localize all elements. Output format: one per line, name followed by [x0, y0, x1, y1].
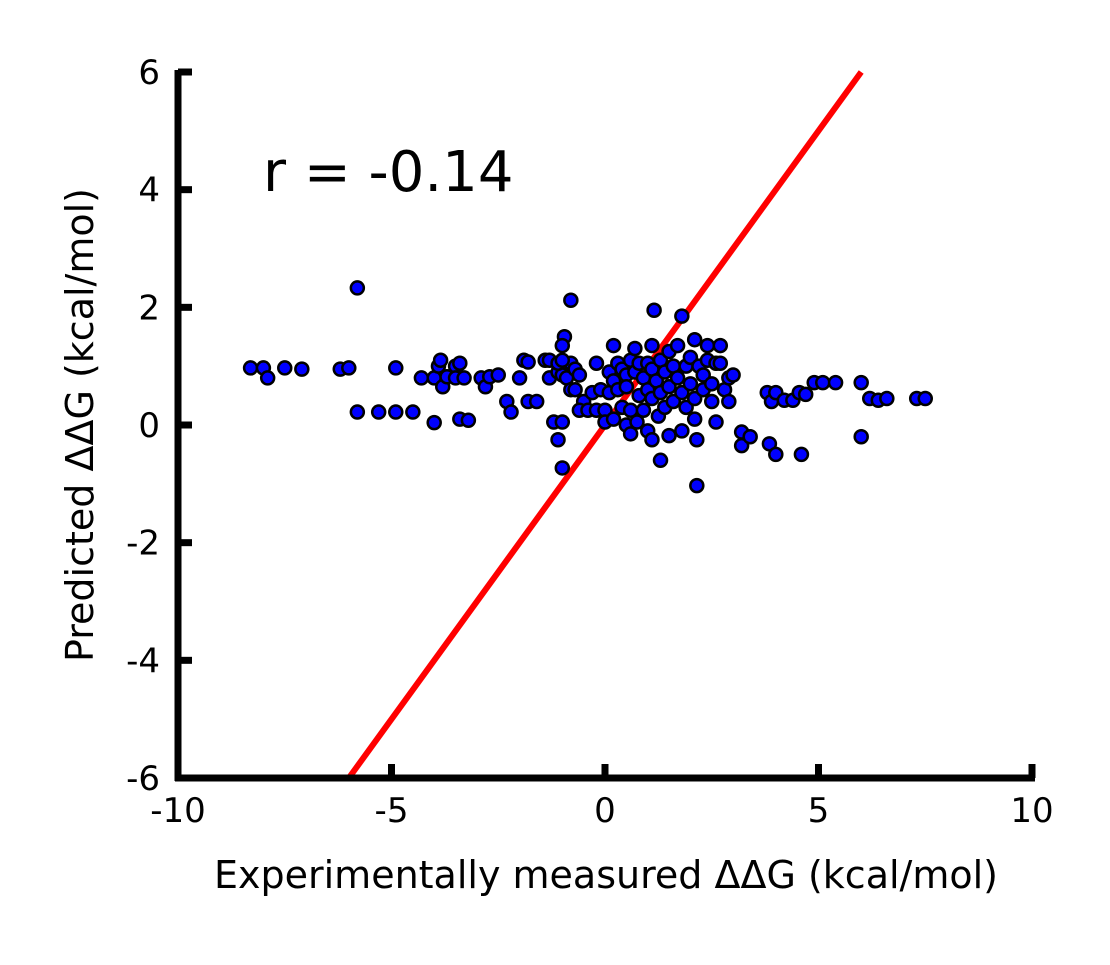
data-point: [629, 414, 645, 430]
data-point: [571, 367, 588, 383]
data-point: [554, 460, 571, 476]
data-point: [674, 308, 690, 324]
y-tick-label: 6: [138, 53, 160, 93]
y-tick-label: 0: [138, 406, 160, 446]
data-point: [742, 429, 758, 445]
data-point: [669, 337, 686, 354]
data-point: [554, 414, 571, 430]
data-point: [460, 412, 477, 429]
data-point: [349, 404, 366, 420]
data-point: [682, 376, 699, 392]
x-tick-label: -10: [150, 791, 206, 831]
data-point: [277, 360, 293, 376]
data-point: [520, 354, 536, 370]
x-tick-label: 5: [808, 791, 830, 831]
data-point: [618, 379, 635, 395]
x-axis-title: Experimentally measured ΔΔG (kcal/mol): [214, 853, 998, 897]
data-point: [721, 393, 737, 410]
data-point: [712, 337, 729, 354]
data-point: [259, 370, 276, 386]
data-point: [567, 381, 583, 398]
data-point: [652, 452, 669, 469]
data-point: [511, 370, 528, 386]
data-point: [793, 446, 810, 463]
data-point: [686, 331, 703, 348]
data-point: [550, 431, 566, 448]
y-tick-label: 4: [138, 171, 160, 211]
y-axis-title: Predicted ΔΔG (kcal/mol): [58, 188, 102, 662]
x-tick-label: -5: [375, 791, 409, 831]
data-point: [627, 340, 643, 357]
data-point: [456, 370, 472, 386]
data-point: [644, 431, 660, 448]
data-point: [879, 390, 895, 407]
data-point: [635, 402, 652, 419]
data-point: [605, 337, 622, 354]
data-point: [563, 292, 579, 309]
data-point: [704, 376, 720, 392]
data-point: [661, 427, 677, 444]
y-tick-label: -6: [126, 759, 160, 799]
data-point: [689, 431, 705, 448]
data-point: [388, 404, 404, 420]
data-point: [827, 374, 844, 391]
ticks-layer: -10 -5 0 5 10 -6 -4 -2 0 2 4 6: [126, 53, 1054, 831]
data-point: [528, 393, 545, 410]
data-point: [669, 370, 686, 386]
data-point: [815, 374, 831, 391]
points-layer: [242, 280, 933, 494]
data-point: [490, 367, 506, 383]
data-point: [413, 370, 430, 386]
x-tick-label: 0: [594, 791, 616, 831]
data-point: [853, 374, 869, 391]
data-point: [689, 477, 705, 494]
data-point: [768, 446, 784, 463]
data-point: [405, 404, 421, 420]
data-point: [644, 337, 660, 354]
data-point: [503, 404, 519, 420]
data-point: [554, 337, 571, 354]
data-point: [704, 393, 720, 410]
data-point: [588, 355, 605, 371]
data-point: [242, 360, 259, 376]
y-tick-label: 2: [138, 288, 160, 328]
data-point: [370, 404, 387, 420]
data-point: [388, 360, 404, 376]
correlation-annotation: r = -0.14: [263, 140, 513, 205]
data-point: [622, 426, 639, 442]
data-point: [674, 423, 690, 439]
data-point: [708, 414, 724, 430]
data-point: [341, 360, 357, 376]
y-tick-label: -2: [126, 524, 160, 564]
data-point: [686, 411, 703, 427]
data-point: [725, 367, 741, 383]
data-point: [349, 280, 366, 296]
data-point: [294, 361, 310, 377]
data-point: [853, 429, 869, 445]
data-point: [712, 355, 729, 371]
data-point: [699, 337, 716, 354]
data-point: [452, 355, 468, 371]
y-tick-label: -4: [126, 641, 160, 681]
data-point: [426, 414, 442, 431]
data-point: [797, 386, 814, 403]
data-point: [605, 411, 622, 427]
data-point: [554, 352, 571, 369]
data-point: [917, 390, 933, 407]
data-point: [646, 302, 662, 319]
x-tick-label: 10: [1010, 791, 1053, 831]
data-point: [432, 352, 449, 369]
